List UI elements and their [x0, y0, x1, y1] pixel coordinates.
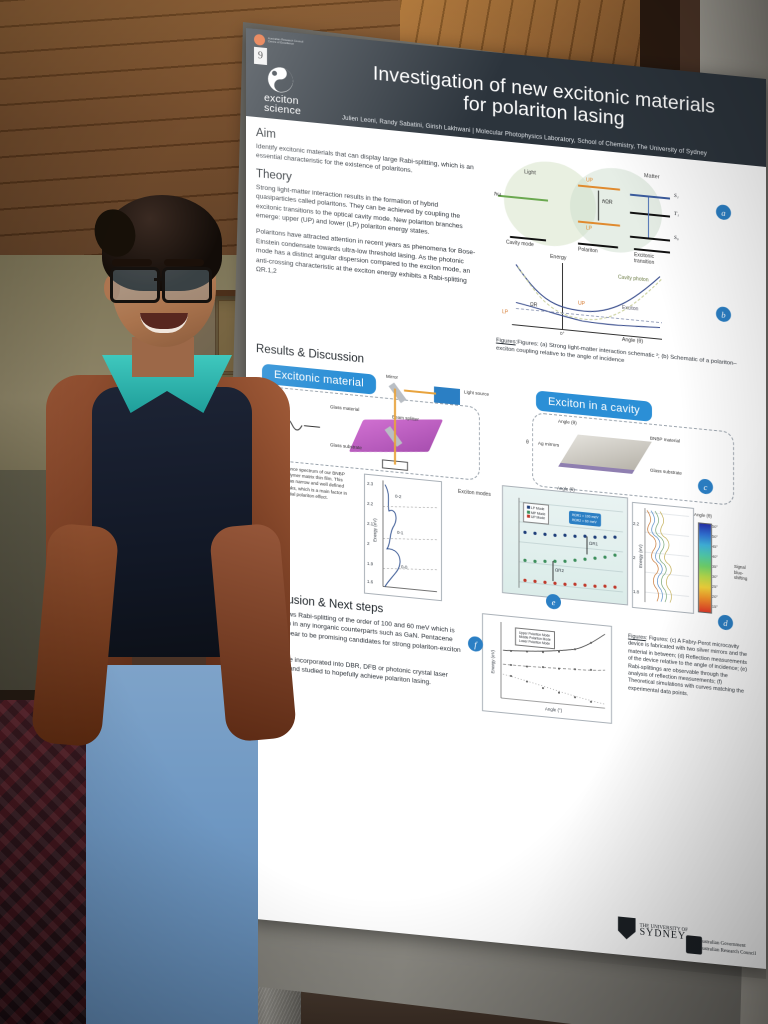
lens-right [162, 267, 212, 303]
exciton-modes-label: Exciton modes [458, 488, 491, 499]
orange-dot-icon [254, 33, 265, 46]
australian-government-logo: Australian Government Australian Researc… [699, 938, 756, 958]
badge-a: a [716, 204, 731, 221]
glasses-bridge [154, 278, 162, 281]
rabi-split-label: ℏΩR [602, 198, 613, 206]
cb-7: 20° [712, 594, 718, 600]
up-label-a: UP [586, 177, 593, 185]
badge-e: e [546, 593, 561, 610]
cb-6: 25° [712, 584, 718, 590]
polariton-label: Polariton [578, 246, 598, 255]
eyeglasses [110, 267, 218, 303]
rabi-omega-2: ΩR2 [555, 567, 564, 574]
signal-blueshift-note: Signal blue- shifting [734, 564, 747, 582]
badge-c: c [698, 478, 713, 495]
note-2: shifting [734, 575, 748, 582]
refl-ytick-0: 1.8 [633, 588, 640, 595]
cb-1: 50° [712, 534, 718, 540]
chart-rabi-splitting: LP Mode MP Mode UP Mode ℏΩR1 = 100 meV ℏ… [502, 485, 628, 606]
lens-left [110, 267, 160, 303]
abs-ytick-3: 2 [367, 540, 370, 547]
cb-2: 45° [712, 544, 718, 550]
poster-number: 9 [254, 46, 267, 65]
state-s0: S₀ [674, 234, 679, 242]
abs-peak-01: 0-1 [397, 529, 404, 536]
cb-4: 35° [712, 564, 718, 570]
figure-caption-bottom: Figures: Figures: (c) A Fabry-Perot micr… [628, 633, 747, 698]
refl-ytick-2: 2.2 [633, 520, 640, 527]
cb-3: 40° [712, 554, 718, 560]
lp-label-a: LP [586, 225, 593, 232]
exciton-science-logo: Australian Research Council Centre of Ex… [246, 33, 332, 120]
university-of-sydney-logo: THE UNIVERSITY OF SYDNEY [618, 916, 688, 945]
matter-label: Matter [644, 173, 660, 181]
chart-reflection-stack: 2.2 2 1.8 Energy (eV) [632, 501, 694, 614]
angle-colorbar [698, 522, 712, 614]
left-text-column: Aim Identify excitonic materials that ca… [256, 123, 488, 304]
usyd-name: SYDNEY [639, 926, 687, 943]
badge-d: d [718, 614, 733, 631]
figure-b-dispersion: Energy Angle (θ) 0° Cavity photon Excito… [494, 248, 742, 358]
abs-ytick-1: 2.2 [367, 500, 374, 507]
mouth-smiling [140, 313, 188, 333]
rabi-label-b: ΩR [530, 301, 538, 309]
light-source-label: Light source [464, 389, 490, 397]
abs-peak-02: 0-2 [395, 493, 402, 500]
eyebrow-left [112, 259, 152, 266]
badge-f: f [468, 635, 483, 653]
colorbar-title: Angle (θ) [694, 511, 712, 519]
beam-line-2 [394, 388, 396, 465]
exciton-mark-icon [268, 65, 293, 94]
rabi-omega-1: ΩR1 [589, 540, 598, 547]
up-label-b: UP [578, 300, 585, 308]
beam-line-1 [404, 389, 436, 395]
cb-8: 15° [712, 604, 718, 610]
refl-ylabel: Energy (eV) [638, 544, 644, 569]
legend-up: UP Mode [530, 515, 546, 521]
ceiling-beam [640, 0, 680, 70]
badge-b: b [716, 306, 731, 323]
sim-legend: Upper Polariton Mode Middle Polariton Mo… [515, 627, 555, 650]
theta-label: θ [526, 439, 529, 446]
caption-bottom-text: Figures: (c) A Fabry-Perot microcavity d… [628, 635, 747, 698]
cb-0: 50° [712, 524, 718, 530]
lp-label-b: LP [502, 309, 509, 316]
chart-absorbance: 2.3 2.2 2.1 2 1.9 1.6 0-2 0-1 0-0 Energy… [364, 473, 442, 602]
sydney-crest-icon [618, 916, 636, 940]
sim-ylabel: Energy (eV) [490, 649, 496, 674]
cavity-mode-label: Cavity mode [506, 239, 534, 249]
chart-theoretical-simulation: Upper Polariton Mode Middle Polariton Mo… [482, 613, 612, 724]
dispersion-curves [515, 264, 663, 329]
refl-ytick-1: 2 [633, 554, 636, 561]
state-s1: S₁ [674, 192, 679, 200]
light-source-box [434, 386, 460, 405]
abs-ytick-4: 1.9 [367, 560, 374, 567]
hw-label: ℏω [494, 191, 502, 199]
person-presenter [30, 195, 298, 1024]
light-label: Light [524, 169, 536, 177]
mirror-label: Mirror [386, 373, 398, 380]
eyebrow-right [164, 259, 204, 266]
abs-ylabel: Energy (eV) [372, 518, 378, 543]
abs-peak-00: 0-0 [401, 564, 408, 570]
research-poster: Australian Research Council Centre of Ex… [246, 28, 766, 969]
abs-ytick-5: 1.6 [367, 578, 374, 585]
cb-5: 30° [712, 574, 718, 580]
state-t1: T₁ [674, 210, 679, 218]
rabi-legend: LP Mode MP Mode UP Mode [523, 502, 550, 525]
colorbar-ticks: 50° 50° 45° 40° 35° 30° 25° 20° 15° [712, 522, 718, 613]
poster-body: Aim Identify excitonic materials that ca… [246, 116, 766, 969]
abs-ytick-0: 2.3 [367, 480, 374, 487]
